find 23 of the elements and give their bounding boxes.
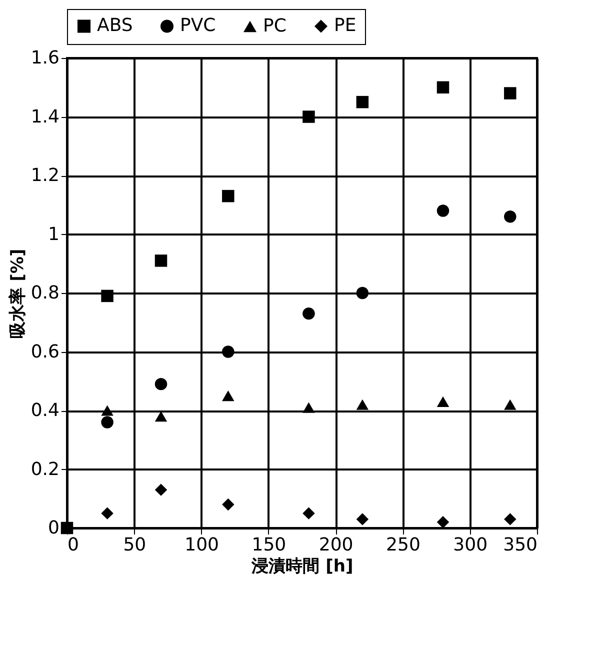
- legend-label: PC: [263, 16, 286, 36]
- y-tick-label: 1.6: [30, 48, 60, 68]
- legend-label: ABS: [97, 15, 133, 36]
- y-axis-title: 吸水率 [%]: [8, 248, 28, 338]
- y-tick-label: 0.2: [30, 458, 60, 480]
- x-tick-label: 250: [386, 534, 420, 556]
- y-tick-label: 0.6: [30, 341, 60, 362]
- y-tick-label: 1.2: [30, 165, 60, 186]
- y-tick-label: 1.4: [30, 106, 60, 128]
- x-tick-label: 350: [503, 534, 538, 556]
- legend-label: PE: [334, 15, 356, 36]
- legend-label: PVC: [180, 15, 216, 36]
- x-tick-label: 0: [68, 534, 79, 556]
- x-tick-label: 100: [184, 534, 219, 556]
- x-tick-label: 300: [453, 534, 488, 556]
- y-tick-label: 1: [48, 224, 60, 245]
- y-tick-label: 0.8: [30, 282, 60, 304]
- x-axis-title: 浸漬時間 [h]: [250, 556, 354, 576]
- x-tick-label: 50: [123, 534, 146, 556]
- x-tick-label: 200: [318, 534, 354, 556]
- x-tick-label: 150: [252, 534, 286, 556]
- y-tick-label: 0.4: [30, 400, 60, 421]
- y-tick-label: 0: [48, 518, 60, 538]
